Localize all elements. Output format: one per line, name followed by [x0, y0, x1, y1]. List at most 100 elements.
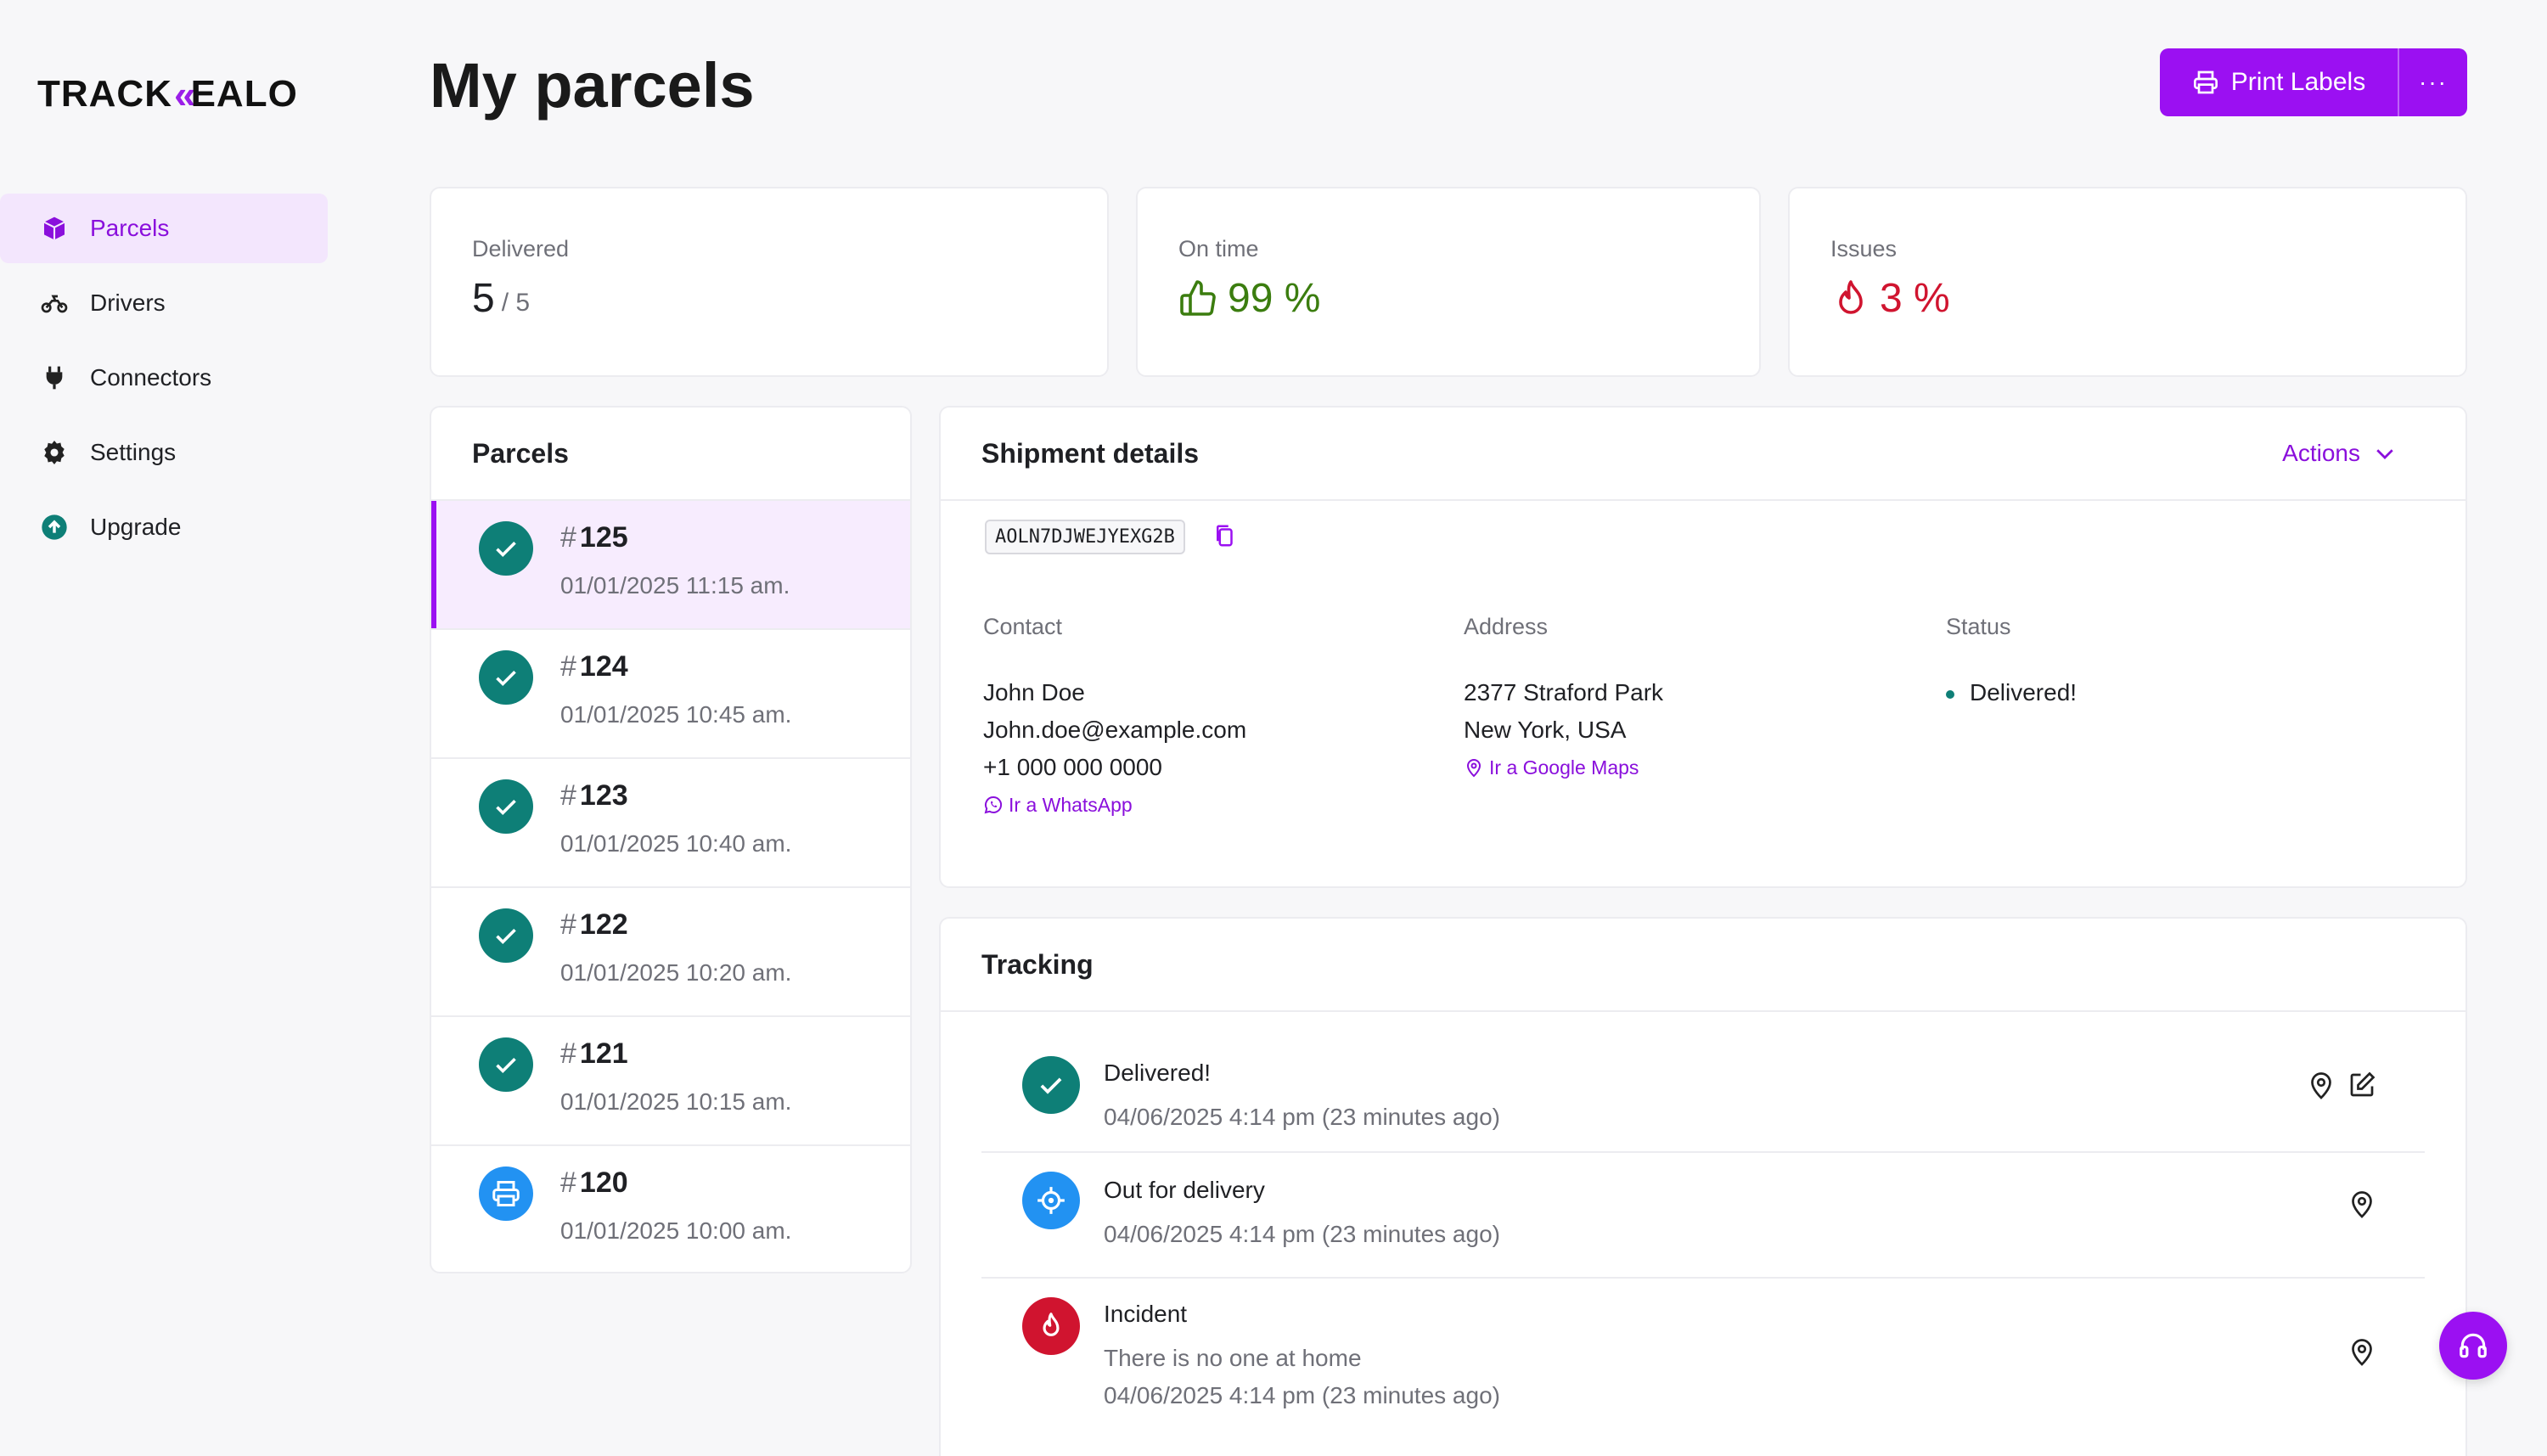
- flame-icon: [1839, 279, 1863, 314]
- whatsapp-icon: [984, 795, 1003, 814]
- sidebar: Parcels Drivers Connectors Settings Upgr…: [0, 194, 328, 567]
- printer-status-icon: [479, 1166, 533, 1221]
- actions-label: Actions: [2282, 440, 2360, 466]
- google-maps-link-label: Ir a Google Maps: [1489, 756, 1639, 779]
- hash-icon: #: [560, 1166, 576, 1199]
- support-button[interactable]: [2439, 1312, 2507, 1380]
- tracking-title: Tracking: [941, 919, 2465, 1012]
- plug-icon: [46, 366, 63, 390]
- stat-card-on-time: On time 99 %: [1136, 187, 1761, 377]
- google-maps-link[interactable]: Ir a Google Maps: [1464, 749, 1663, 786]
- sidebar-item-settings[interactable]: Settings: [0, 418, 328, 487]
- edit-icon[interactable]: [2347, 1070, 2377, 1100]
- sidebar-item-label: Upgrade: [90, 514, 182, 540]
- delivered-check-icon: [479, 1037, 533, 1092]
- contact-name: John Doe: [983, 679, 1085, 706]
- map-pin-icon[interactable]: [2347, 1336, 2377, 1367]
- delivered-check-icon: [479, 650, 533, 705]
- tracking-event: Out for delivery 04/06/2025 4:14 pm (23 …: [981, 1153, 2425, 1279]
- event-time: 04/06/2025 4:14 pm (23 minutes ago): [1104, 1104, 1500, 1130]
- parcel-number: #125: [560, 521, 628, 554]
- parcel-row[interactable]: #123 01/01/2025 10:40 am.: [431, 759, 910, 888]
- parcel-number: #120: [560, 1166, 628, 1200]
- brand-logo[interactable]: TRACK «EALO: [37, 71, 298, 117]
- event-title: Out for delivery: [1104, 1177, 1265, 1203]
- parcel-date: 01/01/2025 10:15 am.: [560, 1088, 792, 1115]
- address-label: Address: [1464, 614, 1549, 639]
- parcel-number-value: 124: [579, 650, 628, 683]
- parcel-row[interactable]: #120 01/01/2025 10:00 am.: [431, 1146, 910, 1272]
- button-divider: [2398, 48, 2399, 116]
- status-column: Status Delivered!: [1946, 608, 2077, 711]
- sidebar-item-drivers[interactable]: Drivers: [0, 268, 328, 338]
- gear-icon: [44, 441, 65, 464]
- logo-text-left: TRACK: [37, 73, 172, 115]
- hash-icon: #: [560, 779, 576, 812]
- contact-phone: +1 000 000 0000: [983, 754, 1162, 780]
- sidebar-item-parcels[interactable]: Parcels: [0, 194, 328, 263]
- parcel-number-value: 120: [579, 1166, 628, 1199]
- parcel-row[interactable]: #125 01/01/2025 11:15 am.: [431, 501, 910, 630]
- parcels-panel: Parcels #125 01/01/2025 11:15 am. #124 0…: [430, 406, 912, 1273]
- logo-text-right: EALO: [190, 73, 298, 115]
- contact-email: John.doe@example.com: [983, 717, 1247, 743]
- more-options-button[interactable]: ···: [2419, 69, 2448, 95]
- box-icon: [43, 216, 65, 240]
- chevron-down-icon: [2376, 449, 2393, 459]
- shipment-details-panel: Shipment details Actions AOLN7DJWEJYEXG2…: [939, 406, 2467, 888]
- sidebar-item-label: Parcels: [90, 215, 170, 241]
- delivered-check-icon: [479, 521, 533, 576]
- arrow-up-circle-icon: [42, 514, 67, 540]
- stat-card-delivered: Delivered 5 / 5: [430, 187, 1109, 377]
- copy-icon[interactable]: [1212, 523, 1238, 548]
- parcel-row[interactable]: #124 01/01/2025 10:45 am.: [431, 630, 910, 759]
- map-pin-icon[interactable]: [2306, 1070, 2336, 1100]
- print-labels-label: Print Labels: [2230, 68, 2366, 96]
- stat-value: 3 %: [1830, 275, 1950, 322]
- sidebar-item-connectors[interactable]: Connectors: [0, 343, 328, 413]
- parcel-number-value: 122: [579, 908, 628, 941]
- hash-icon: #: [560, 908, 576, 941]
- parcel-number: #122: [560, 908, 628, 942]
- whatsapp-link-label: Ir a WhatsApp: [1009, 794, 1133, 816]
- stat-value: 5 / 5: [472, 275, 530, 322]
- parcel-row[interactable]: #122 01/01/2025 10:20 am.: [431, 888, 910, 1017]
- parcels-panel-title: Parcels: [431, 408, 910, 501]
- printer-icon: [2193, 70, 2218, 94]
- flame-icon: [1022, 1297, 1080, 1355]
- print-labels-button[interactable]: Print Labels: [2160, 48, 2398, 116]
- headset-icon: [2460, 1333, 2487, 1358]
- status-value: Delivered!: [1970, 679, 2078, 706]
- stat-label: Issues: [1830, 236, 1898, 261]
- stat-label: Delivered: [472, 236, 570, 261]
- address-line2: New York, USA: [1464, 717, 1627, 743]
- tracking-code: AOLN7DJWEJYEXG2B: [985, 520, 1185, 554]
- parcel-number-value: 121: [579, 1037, 628, 1070]
- issues-value: 3 %: [1880, 276, 1950, 321]
- actions-dropdown[interactable]: Actions: [2282, 440, 2398, 467]
- parcel-number: #124: [560, 650, 628, 683]
- delivered-check-icon: [1022, 1056, 1080, 1114]
- sidebar-item-upgrade[interactable]: Upgrade: [0, 492, 328, 562]
- contact-label: Contact: [983, 614, 1063, 639]
- contact-column: Contact John Doe John.doe@example.com +1…: [983, 608, 1246, 824]
- event-time: 04/06/2025 4:14 pm (23 minutes ago): [1104, 1382, 1500, 1408]
- sidebar-item-label: Connectors: [90, 364, 212, 391]
- parcel-row[interactable]: #121 01/01/2025 10:15 am.: [431, 1017, 910, 1146]
- parcel-date: 01/01/2025 10:00 am.: [560, 1217, 792, 1244]
- on-time-value: 99 %: [1228, 276, 1321, 321]
- map-pin-icon[interactable]: [2347, 1189, 2377, 1219]
- parcel-date: 01/01/2025 10:45 am.: [560, 701, 792, 728]
- sidebar-item-label: Drivers: [90, 290, 166, 316]
- thumbs-up-icon: [1180, 279, 1216, 316]
- parcel-number: #123: [560, 779, 628, 812]
- delivered-count: 5: [472, 276, 495, 321]
- whatsapp-link[interactable]: Ir a WhatsApp: [983, 786, 1246, 824]
- event-time: 04/06/2025 4:14 pm (23 minutes ago): [1104, 1221, 1500, 1247]
- address-column: Address 2377 Straford Park New York, USA…: [1464, 608, 1663, 786]
- event-title: Delivered!: [1104, 1060, 1212, 1086]
- crosshair-icon: [1022, 1172, 1080, 1229]
- status-label: Status: [1946, 614, 2011, 639]
- shipment-details-title: Shipment details: [941, 408, 2465, 501]
- parcel-date: 01/01/2025 10:20 am.: [560, 959, 792, 986]
